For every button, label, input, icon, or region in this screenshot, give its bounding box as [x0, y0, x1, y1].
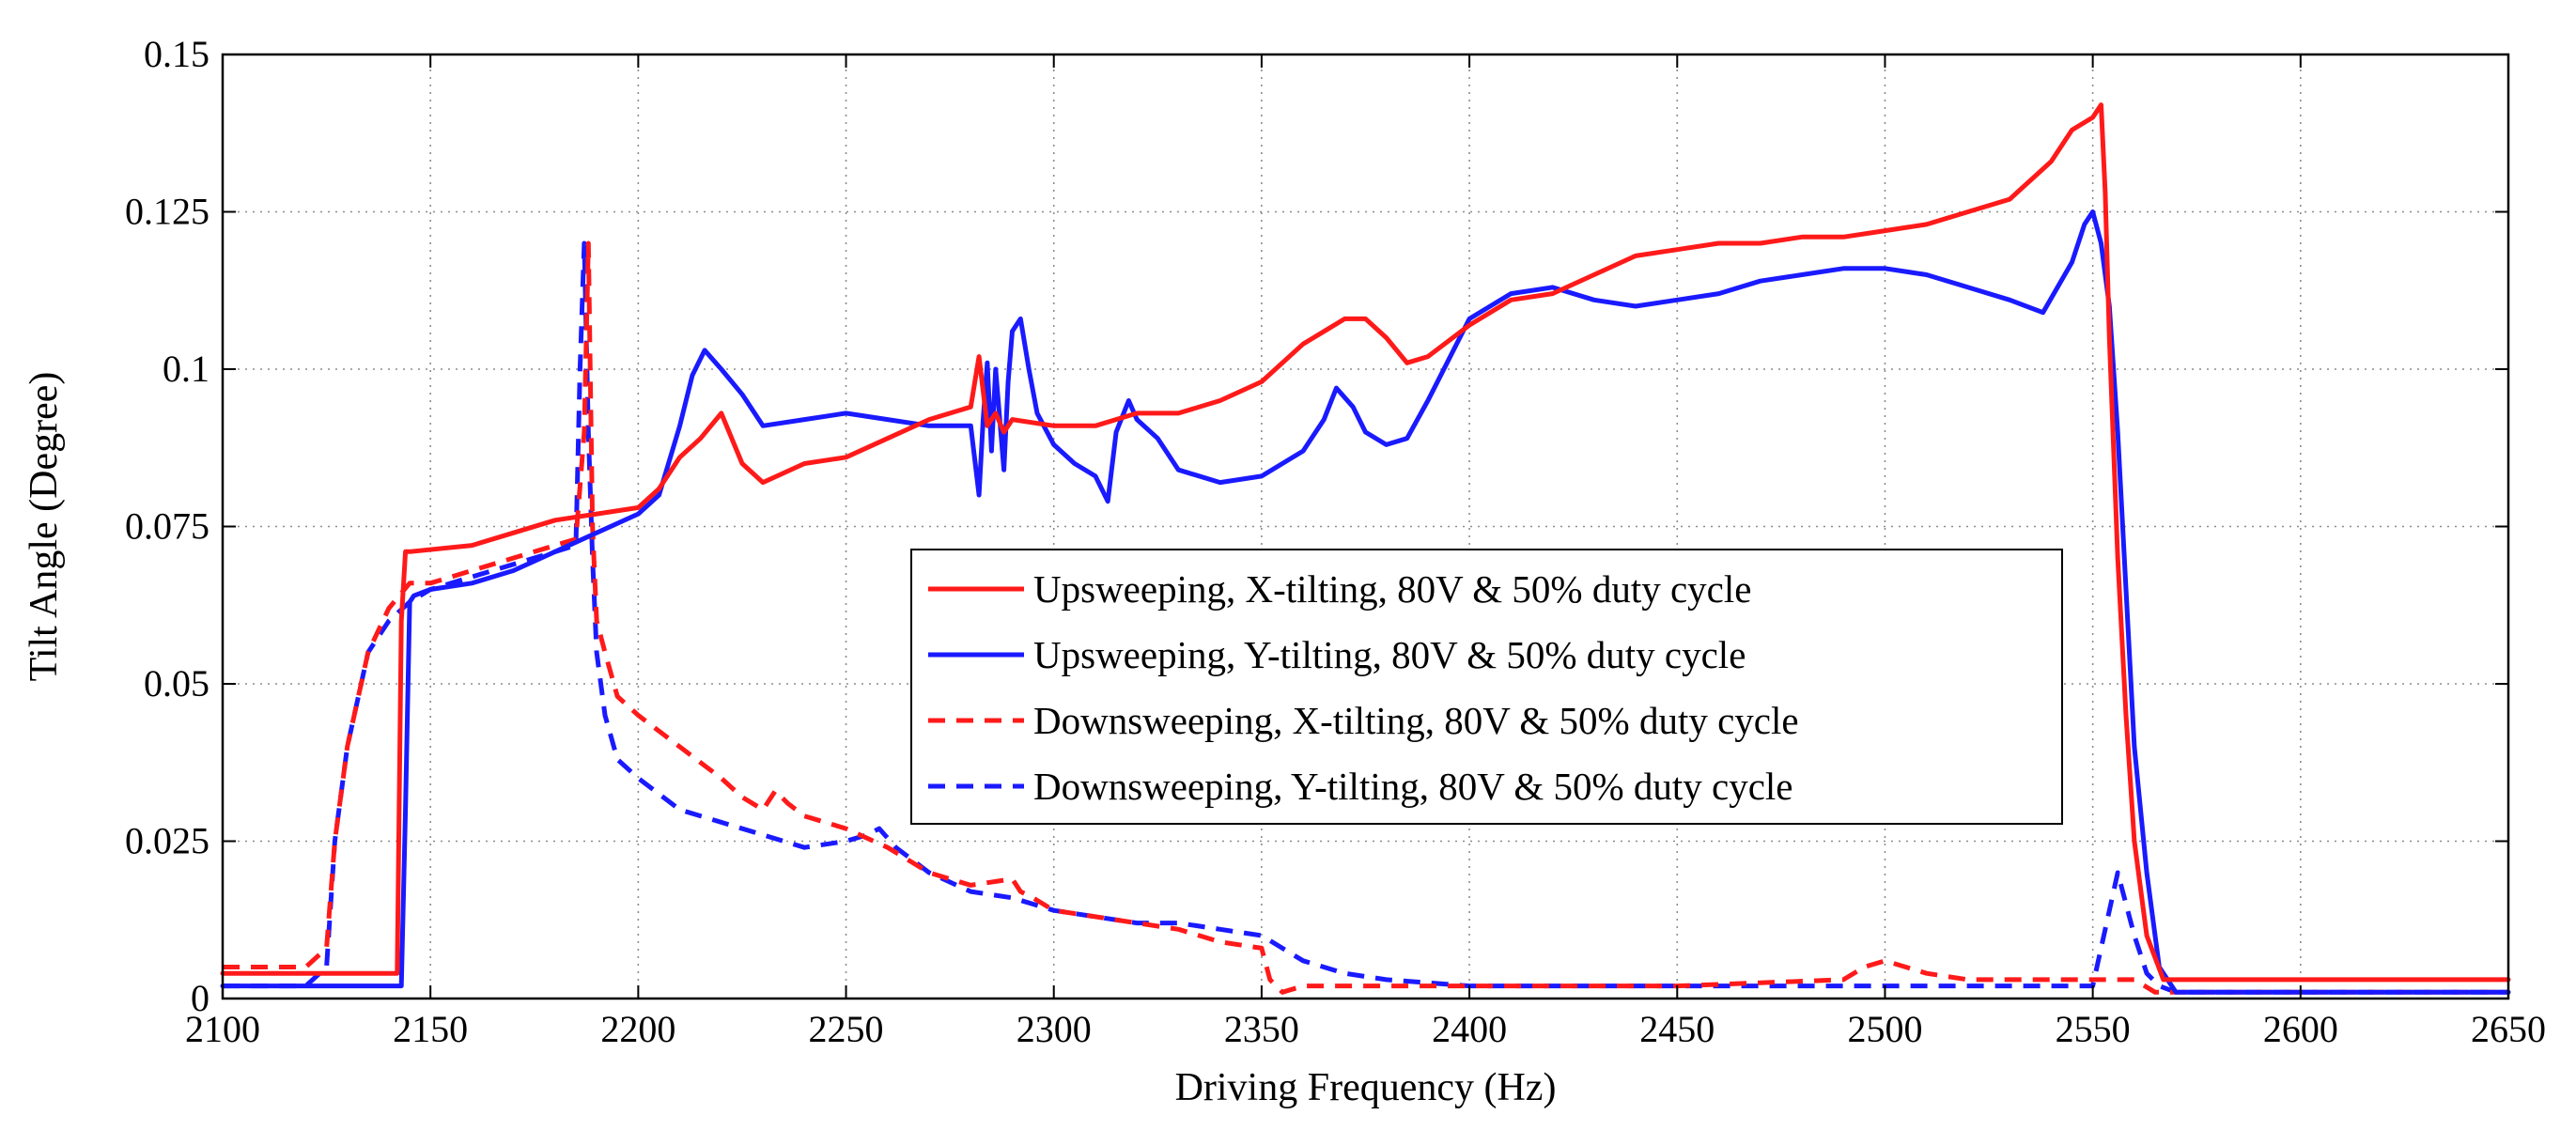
- legend-label-1: Upsweeping, X-tilting, 80V & 50% duty cy…: [1033, 567, 1751, 611]
- y-tick-label: 0.025: [125, 820, 209, 862]
- y-tick-label: 0.075: [125, 505, 209, 548]
- series-line-1: [220, 102, 2511, 983]
- x-axis-title: Driving Frequency (Hz): [1175, 1066, 1557, 1109]
- legend-label-2: Upsweeping, Y-tilting, 80V & 50% duty cy…: [1033, 633, 1746, 676]
- series-line-2: [220, 209, 2511, 995]
- x-tick-label: 2350: [1224, 1008, 1299, 1050]
- x-tick-label: 2300: [1016, 1008, 1092, 1050]
- y-axis-title: Tilt Angle (Degree): [23, 372, 66, 682]
- grid-lines: [223, 54, 2508, 999]
- legend-label-4: Downsweeping, Y-tilting, 80V & 50% duty …: [1033, 765, 1793, 808]
- x-tick-labels: 2100 2150 2200 2250 2300 2350 2400 2450 2500 2550…: [185, 1008, 2546, 1050]
- legend: Upsweeping, X-tilting, 80V & 50% duty cy…: [910, 549, 2063, 825]
- x-tick-label: 2400: [1432, 1008, 1507, 1050]
- x-tick-label: 2200: [600, 1008, 675, 1050]
- x-tick-label: 2450: [1639, 1008, 1715, 1050]
- y-tick-label: 0.1: [163, 348, 209, 390]
- x-tick-label: 2100: [185, 1008, 260, 1050]
- series-line-4: [223, 240, 2508, 995]
- x-tick-label: 2550: [2056, 1008, 2131, 1050]
- y-tick-label: 0.125: [125, 191, 209, 233]
- y-tick-label: 0.05: [144, 662, 209, 705]
- y-tick-label: 0: [191, 977, 209, 1019]
- legend-label-3: Downsweeping, X-tilting, 80V & 50% duty …: [1033, 699, 1799, 742]
- legend-box: [910, 549, 2063, 825]
- series-layer: [220, 102, 2511, 995]
- y-tick-labels: 0 0.025 0.05 0.075 0.1 0.125 0.15: [125, 33, 209, 1019]
- x-tick-label: 2150: [393, 1008, 468, 1050]
- y-tick-label: 0.15: [144, 33, 209, 75]
- x-tick-label: 2250: [809, 1008, 884, 1050]
- axis-ticks: [222, 54, 2509, 999]
- x-tick-label: 2600: [2263, 1008, 2338, 1050]
- legend-items: Upsweeping, X-tilting, 80V & 50% duty cy…: [928, 567, 1799, 808]
- x-tick-label: 2500: [1847, 1008, 1922, 1050]
- x-tick-label: 2650: [2471, 1008, 2546, 1050]
